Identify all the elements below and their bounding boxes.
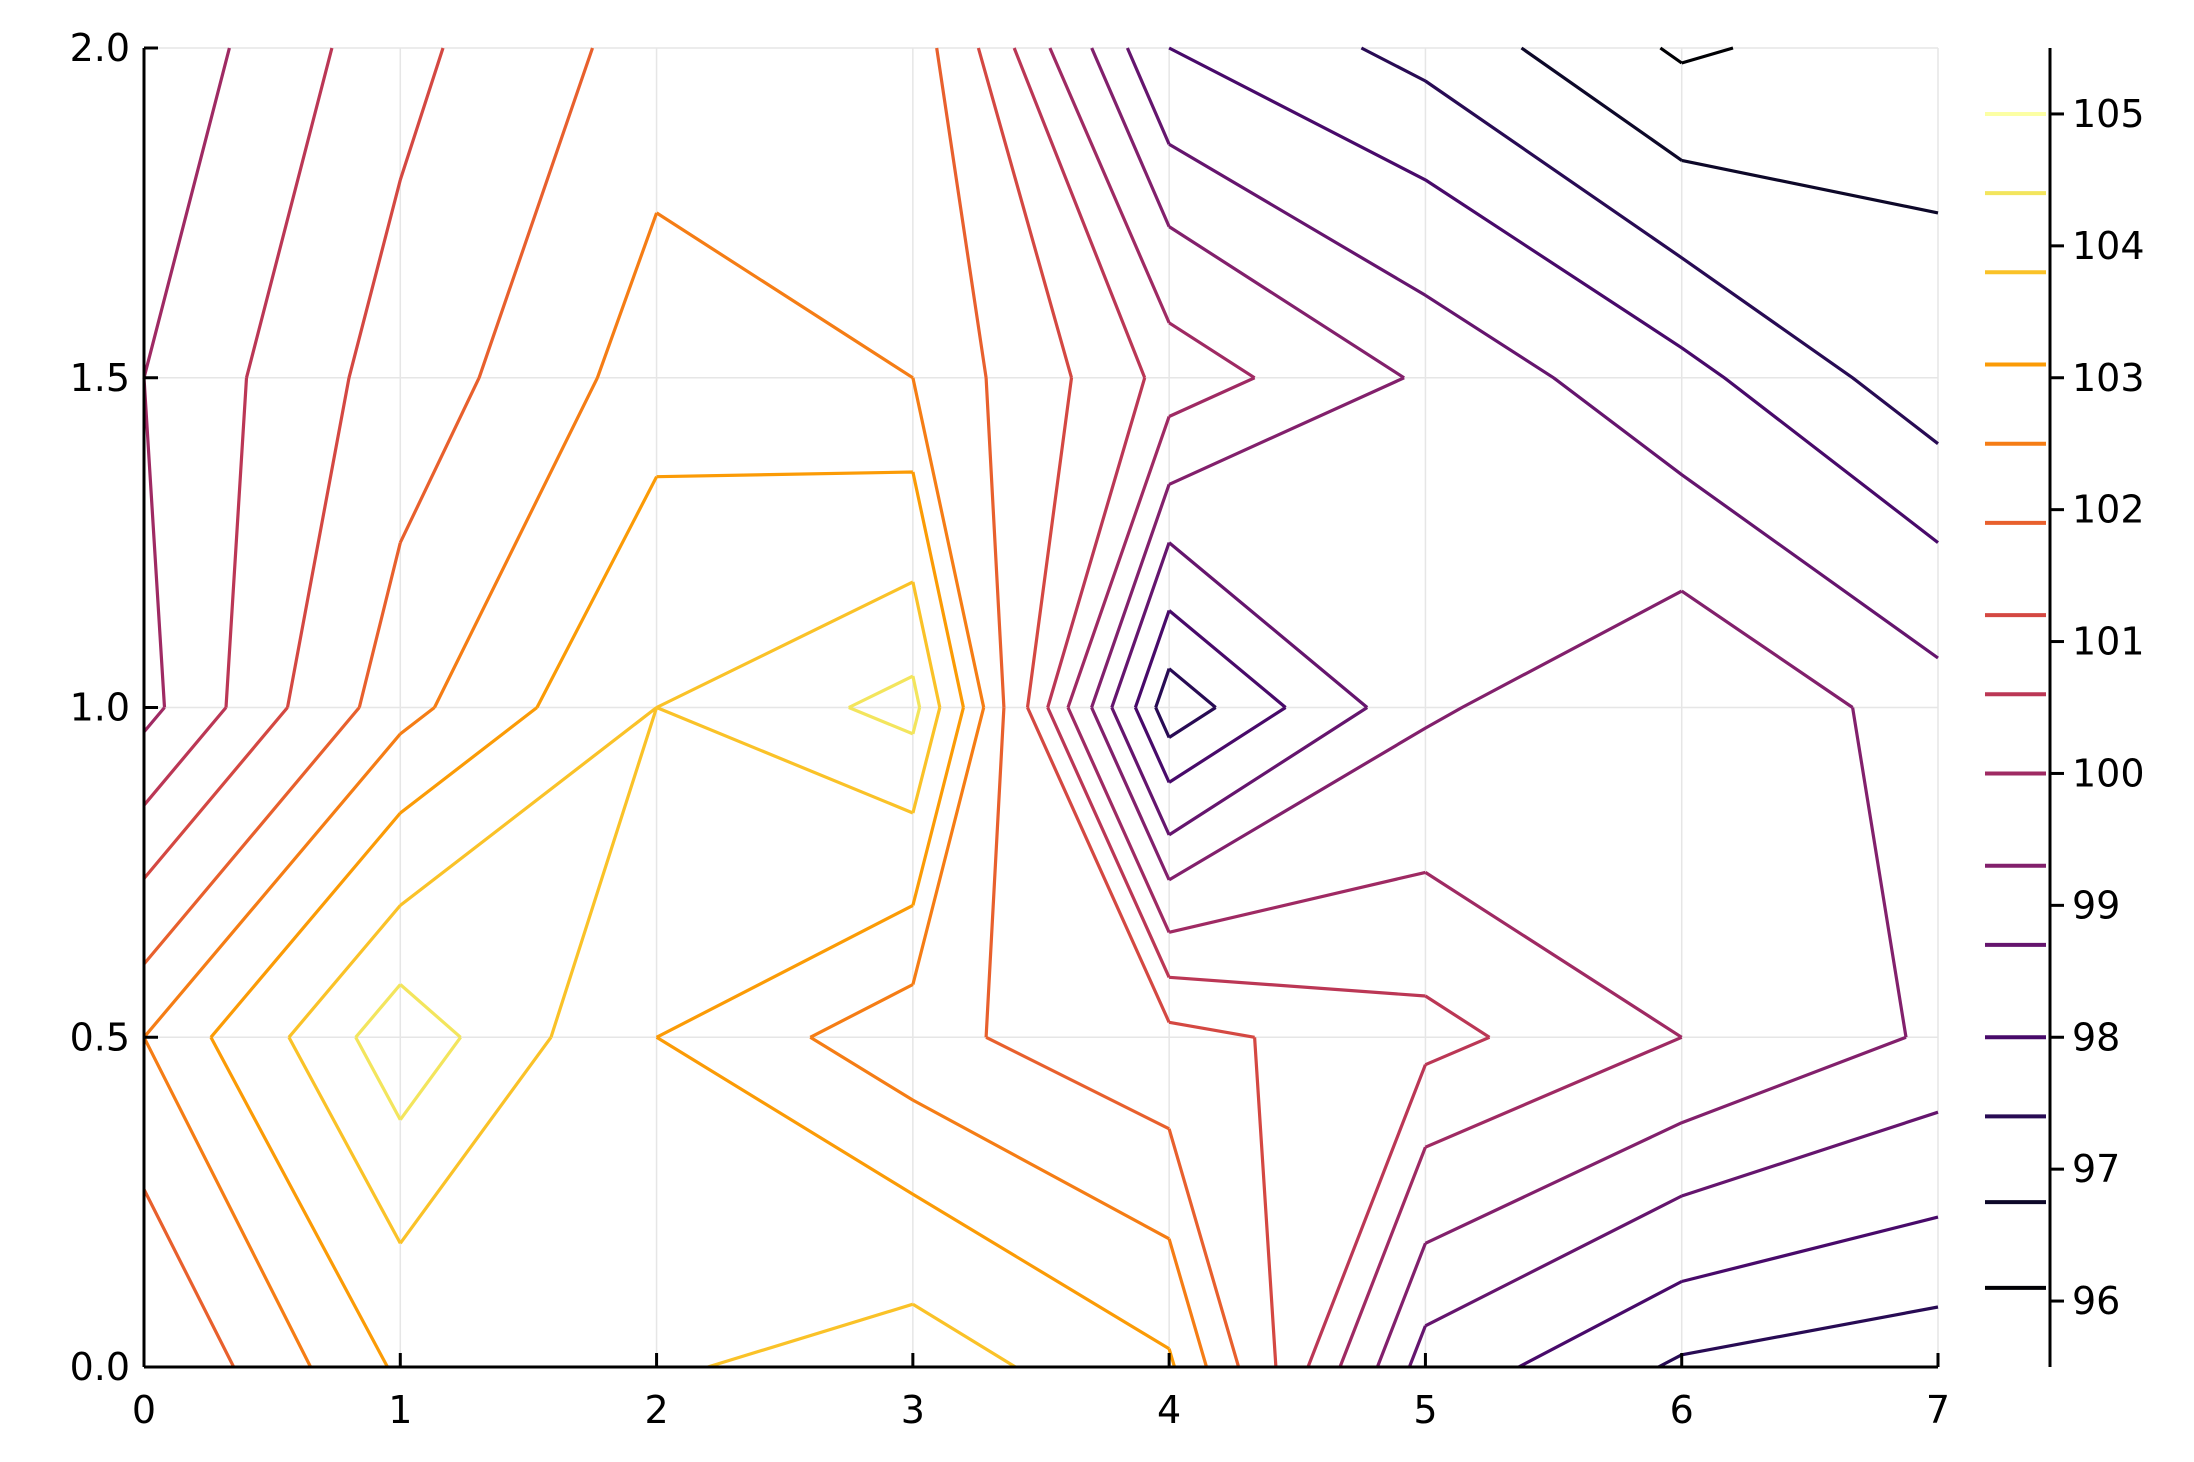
x-tick-label: 1 bbox=[388, 1388, 412, 1432]
colorbar-tick-label: 104 bbox=[2072, 224, 2145, 268]
contour-level-2 bbox=[1154, 46, 1939, 1369]
x-tick-label: 7 bbox=[1926, 1388, 1950, 1432]
colorbar-tick-label: 99 bbox=[2072, 883, 2120, 927]
contour-level-0 bbox=[1659, 46, 1734, 65]
contour-level-5 bbox=[1090, 47, 1908, 1368]
x-tick-label: 4 bbox=[1157, 1388, 1181, 1432]
contour-level-10 bbox=[142, 211, 1209, 1368]
y-tick-label: 0.0 bbox=[70, 1345, 130, 1389]
y-tick-label: 2.0 bbox=[70, 26, 130, 70]
axes: 0 1 2 3 4 5 6 7 0.0 0.5 1.0 1.5 2.0 bbox=[70, 26, 1951, 1432]
contour-level-8 bbox=[142, 47, 1278, 1368]
colorbar: 96 97 98 99 100 101 102 103 104 105 bbox=[1985, 48, 2145, 1367]
contour-level-1 bbox=[1520, 46, 1939, 215]
contour-level-3 bbox=[1133, 46, 1939, 1369]
x-tick-label: 3 bbox=[901, 1388, 925, 1432]
colorbar-tick-label: 101 bbox=[2072, 620, 2145, 664]
y-tick-label: 1.5 bbox=[70, 356, 130, 400]
colorbar-tick-label: 105 bbox=[2072, 92, 2145, 136]
contour-level-12 bbox=[287, 580, 1017, 1369]
y-tick-label: 1.0 bbox=[70, 686, 130, 730]
y-tick-label: 0.5 bbox=[70, 1015, 130, 1059]
contour-level-9 bbox=[142, 47, 1241, 1368]
x-tick-label: 5 bbox=[1413, 1388, 1437, 1432]
contour-level-7 bbox=[142, 47, 1491, 1368]
contour-level-13 bbox=[354, 674, 922, 1121]
colorbar-tick-label: 96 bbox=[2072, 1279, 2120, 1323]
x-tick-label: 6 bbox=[1670, 1388, 1694, 1432]
x-tick-label: 2 bbox=[644, 1388, 668, 1432]
x-tick-label: 0 bbox=[132, 1388, 156, 1432]
colorbar-tick-label: 102 bbox=[2072, 488, 2145, 532]
contour-level-4 bbox=[1110, 47, 1939, 1368]
colorbar-tick-label: 97 bbox=[2072, 1147, 2120, 1191]
colorbar-tick-label: 98 bbox=[2072, 1015, 2120, 1059]
contour-lines bbox=[142, 46, 1939, 1369]
contour-level-11 bbox=[209, 470, 1177, 1368]
colorbar-tick-label: 100 bbox=[2072, 751, 2145, 795]
colorbar-tick-label: 103 bbox=[2072, 356, 2145, 400]
contour-level-6 bbox=[142, 47, 1683, 1368]
